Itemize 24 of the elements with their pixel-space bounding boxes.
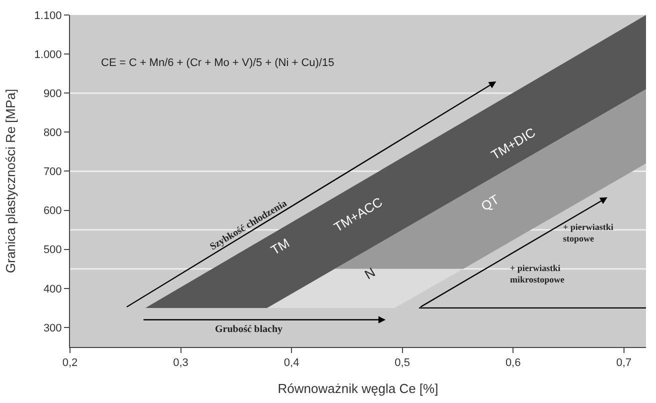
y-tick-label: 300 — [43, 322, 62, 334]
y-axis-title: Granica plastyczności Re [MPa] — [3, 88, 18, 274]
annotation: QT — [478, 192, 502, 214]
x-tick-label: 0,2 — [62, 357, 78, 370]
annotation: + pierwiastki mikrostopowe — [510, 263, 564, 285]
x-tick-label: 0,6 — [505, 357, 521, 370]
y-tick-label: 500 — [43, 244, 62, 256]
y-tick-label: 1.000 — [34, 48, 62, 61]
x-tick-label: 0,3 — [173, 357, 188, 370]
annotation: N — [362, 264, 378, 282]
y-tick-label: 600 — [43, 205, 62, 218]
annotation: TM — [268, 235, 292, 258]
x-tick-label: 0,4 — [284, 357, 300, 370]
y-tick-label: 1.100 — [34, 10, 62, 22]
x-tick-label: 0,7 — [616, 357, 632, 370]
y-tick-label: 700 — [43, 166, 62, 178]
annotation: + pierwiastki stopowe — [563, 222, 614, 244]
y-tick-label: 900 — [43, 88, 62, 100]
y-tick-label: 400 — [43, 283, 62, 296]
annotation: Grubość blachy — [215, 324, 283, 335]
y-tick-label: 800 — [43, 127, 62, 140]
x-tick-label: 0,5 — [394, 357, 410, 370]
x-axis-title: Równoważnik węgla Ce [%] — [278, 380, 438, 396]
annotation: CE = C + Mn/6 + (Cr + Mo + V)/5 + (Ni + Cu)/15 — [101, 57, 334, 69]
